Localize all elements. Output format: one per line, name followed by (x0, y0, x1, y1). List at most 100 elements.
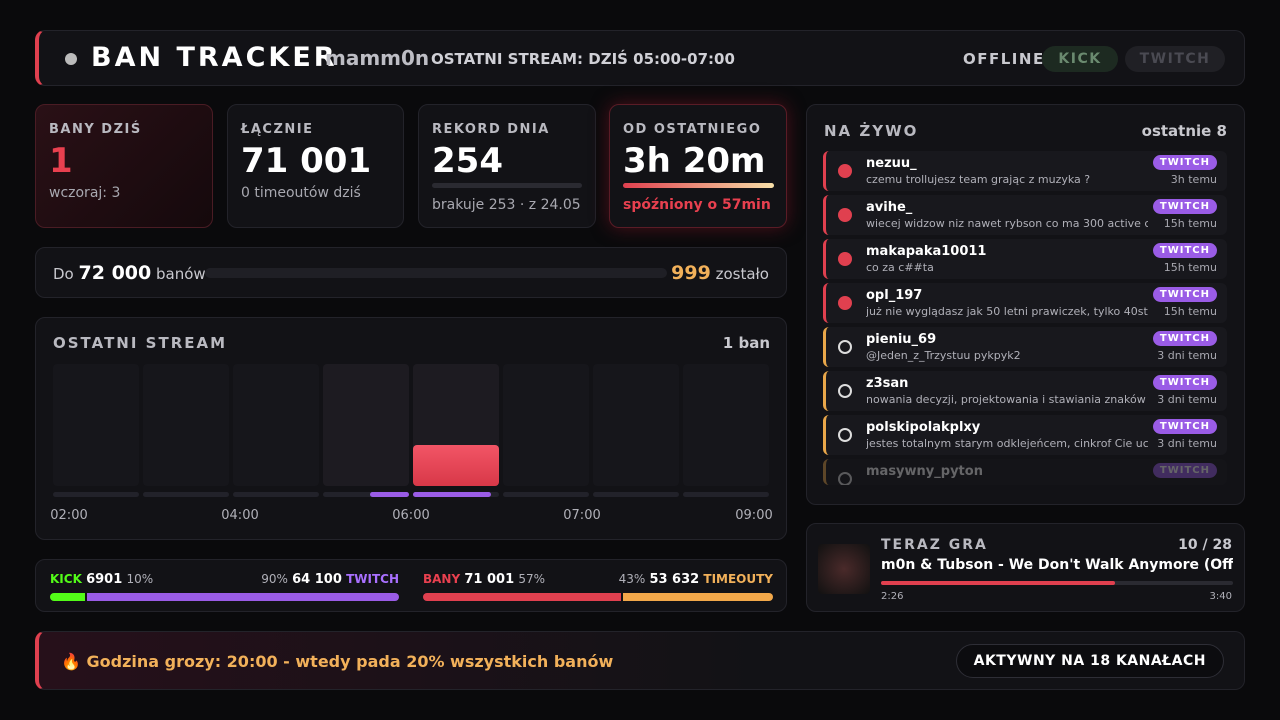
twitch-value: 64 100 (292, 572, 342, 587)
live-item: pieniu_69 @Jeden_z_Trzystuu pykpyk2 TWITCH… (823, 327, 1227, 367)
stat-value: 254 (432, 141, 503, 181)
platform-badge: TWITCH (1152, 287, 1217, 302)
stream-count: 1 ban (722, 334, 770, 352)
platform-badge: TWITCH (1152, 419, 1217, 434)
live-item: opl_197 już nie wyglądasz jak 50 letni pr… (823, 283, 1227, 323)
live-subtitle: ostatnie 8 (1141, 122, 1227, 140)
hour-column (323, 364, 409, 486)
np-duration: 3:40 (1209, 591, 1232, 602)
twitch-name: TWITCH (346, 572, 399, 586)
stat-card: REKORD DNIA 254 brakuje 253 · z 24.05 (418, 104, 596, 228)
platform-badge: TWITCH (1152, 155, 1217, 170)
kick-value: 6901 (86, 572, 123, 587)
bans-value: 71 001 (464, 572, 515, 587)
time-label: 09:00 (735, 508, 773, 523)
stat-label: BANY DZIŚ (49, 122, 142, 137)
kick-split: KICK 6901 10% (50, 572, 153, 587)
footer-text: 🔥 Godzina grozy: 20:00 - wtedy pada 20% … (61, 652, 614, 671)
hour-track (53, 492, 139, 497)
item-message: @Jeden_z_Trzystuu pykpyk2 (866, 349, 1021, 362)
item-icon (838, 340, 852, 354)
item-time: 15h temu (1163, 305, 1217, 318)
item-icon (838, 384, 852, 398)
stat-label: REKORD DNIA (432, 122, 550, 137)
item-user: avihe_ (866, 200, 913, 215)
np-position: 10 / 28 (1178, 537, 1232, 553)
user: mamm0n (325, 46, 430, 70)
hour-column (683, 364, 769, 486)
bans-name: BANY (423, 572, 461, 586)
item-icon (838, 472, 852, 485)
np-track: m0n & Tubson - We Don't Walk Anymore (Of… (881, 557, 1233, 573)
item-user: opl_197 (866, 288, 923, 303)
bans-pct: 57% (518, 572, 545, 586)
status-dot (65, 53, 77, 65)
platform-badge: TWITCH (1152, 331, 1217, 346)
hour-column (503, 364, 589, 486)
item-message: czemu trollujesz team grając z muzyka ? (866, 173, 1091, 186)
time-label: 04:00 (221, 508, 259, 523)
twitch-bar (87, 593, 399, 601)
stat-value: 3h 20m (623, 141, 766, 181)
platform-badge: TWITCH (1152, 463, 1217, 478)
item-time: 3 dni temu (1157, 393, 1217, 406)
twitch-button[interactable]: TWITCH (1125, 46, 1225, 72)
item-message: już nie wyglądasz jak 50 letni prawiczek… (866, 305, 1148, 318)
item-user: polskipolakplxy (866, 420, 981, 435)
platform-badge: TWITCH (1152, 199, 1217, 214)
stat-card: ŁĄCZNIE 71 001 0 timeoutów dziś (227, 104, 404, 228)
timeouts-pct: 43% (618, 572, 646, 586)
item-time: 3 dni temu (1157, 349, 1217, 362)
kick-button[interactable]: KICK (1042, 46, 1118, 72)
last-stream: OSTATNI STREAM: DZIŚ 05:00-07:00 (431, 50, 735, 68)
timeouts-bar (623, 593, 773, 601)
item-message: nowania decyzji, projektowania i stawian… (866, 393, 1148, 406)
hour-track (593, 492, 679, 497)
np-elapsed: 2:26 (881, 591, 904, 602)
footer-badge: AKTYWNY NA 18 KANAŁACH (955, 644, 1224, 678)
item-icon (838, 296, 852, 310)
kick-pct: 10% (126, 572, 154, 586)
goal: Do 72 000 banów 999 zostało (35, 247, 787, 298)
twitch-split: 90% 64 100 TWITCH (261, 572, 399, 587)
stat-value: 1 (49, 141, 73, 181)
item-user: masywny_pyton (866, 464, 983, 479)
live-title: NA ŻYWO (824, 122, 919, 140)
stat-value: 71 001 (241, 141, 372, 181)
live-segment (370, 492, 409, 497)
twitch-pct: 90% (261, 572, 288, 586)
hour-track (323, 492, 409, 497)
item-icon (838, 252, 852, 266)
bans-bar (423, 593, 621, 601)
platform-badge: TWITCH (1152, 375, 1217, 390)
timeouts-value: 53 632 (649, 572, 700, 587)
bans-split: BANY 71 001 57% (423, 572, 545, 587)
remaining-label: zostało (715, 265, 769, 283)
item-user: nezuu_ (866, 156, 917, 171)
item-message: co za c##ta (866, 261, 934, 274)
hour-column (233, 364, 319, 486)
remaining-value: 999 (671, 262, 711, 284)
now-playing: TERAZ GRA 10 / 28 m0n & Tubson - We Don'… (806, 523, 1245, 612)
stat-card: OD OSTATNIEGO 3h 20m spóźniony o 57min (609, 104, 787, 228)
live-item: makapaka10011 co za c##ta TWITCH 15h temu (823, 239, 1227, 279)
item-message: wiecej widzow niz nawet rybson co ma 300… (866, 217, 1148, 230)
live-item: polskipolakplxy jestes totalnym starym od… (823, 415, 1227, 455)
hour-track (683, 492, 769, 497)
item-time: 3h temu (1170, 173, 1217, 186)
item-user: pieniu_69 (866, 332, 937, 347)
header: BAN TRACKER mamm0n OSTATNI STREAM: DZIŚ … (35, 30, 1245, 86)
stat-label: ŁĄCZNIE (241, 122, 314, 137)
goal-track (205, 268, 667, 278)
stat-sub: 0 timeoutów dziś (241, 185, 361, 201)
hour-column (53, 364, 139, 486)
live-item: avihe_wiecej widzow niz nawet rybson co … (823, 195, 1227, 235)
live-item: z3san nowania decyzji, projektowania i st… (823, 371, 1227, 411)
goal-prefix: Do (53, 265, 74, 283)
live-item: nezuu_czemu trollujesz team grając z muz… (823, 151, 1227, 191)
np-progress (881, 581, 1115, 585)
item-icon (838, 208, 852, 222)
stat-sub: wczoraj: 3 (49, 185, 121, 201)
